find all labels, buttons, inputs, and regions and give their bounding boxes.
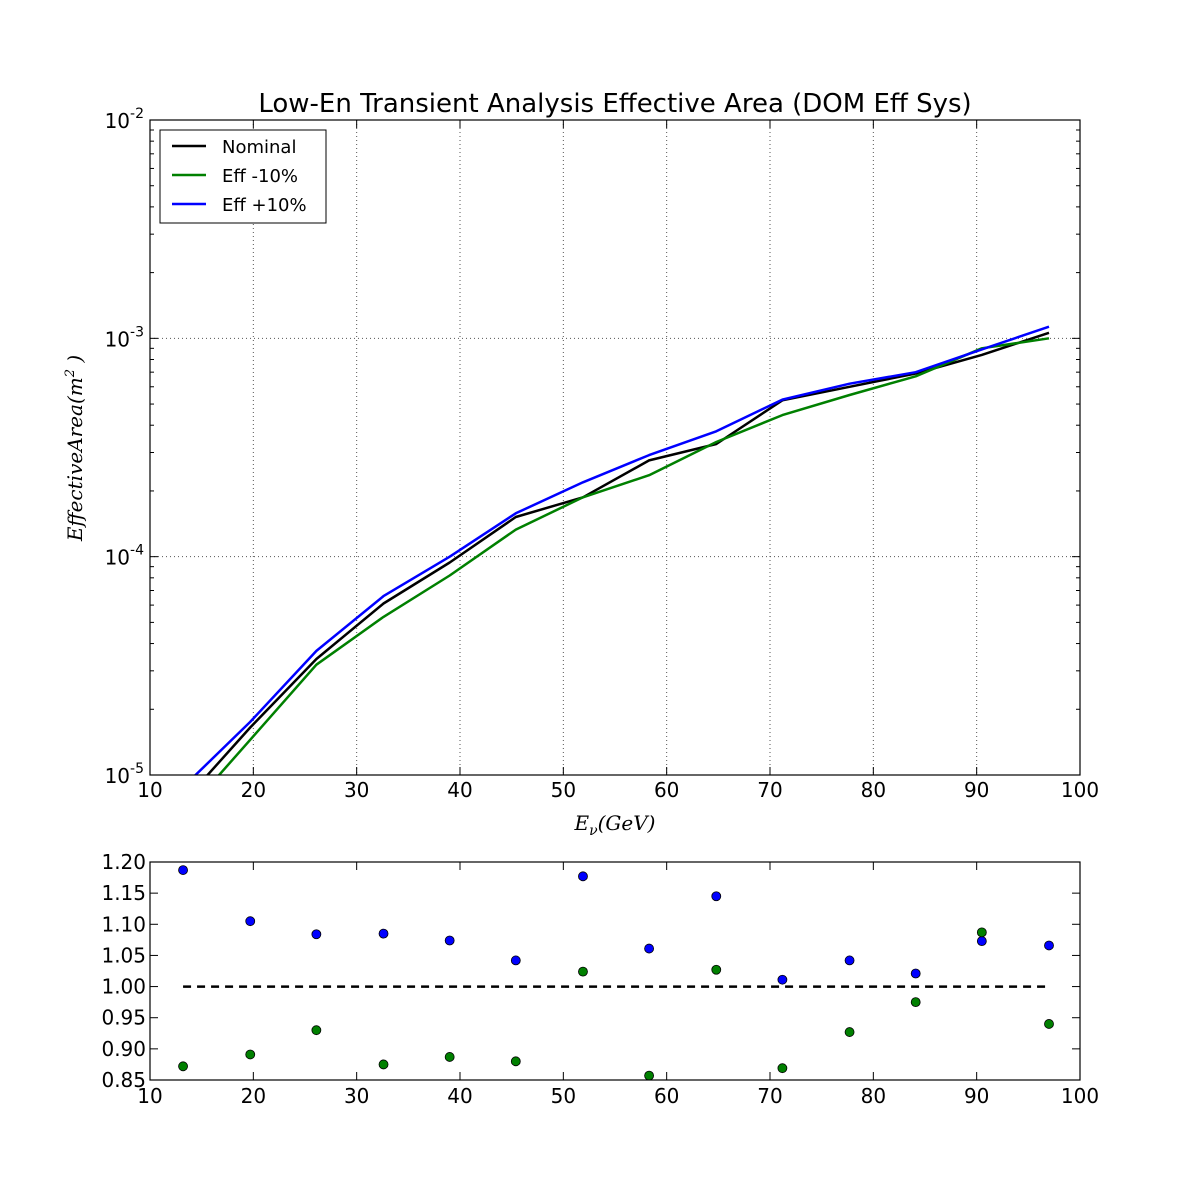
ratio-y-tick-label: 1.05 [101, 943, 146, 967]
ratio-point-series-0 [578, 871, 588, 882]
ratio-x-tick-label: 70 [757, 1084, 782, 1108]
y-axis-label: EffectiveArea(m2 ) [63, 355, 87, 542]
ratio-y-tick-label: 1.00 [101, 975, 146, 999]
ratio-point-series-1 [844, 1027, 855, 1037]
top-x-tick-label: 50 [551, 778, 576, 802]
x-axis-label: Eν(GeV) [574, 811, 656, 839]
ratio-y-tick-label: 0.85 [101, 1068, 146, 1092]
legend-label-nominal: Nominal [222, 137, 296, 158]
top-y-tick-label: 10-3 [105, 324, 144, 351]
ratio-point-series-0 [245, 916, 256, 927]
ratio-x-tick-label: 20 [241, 1084, 266, 1108]
ratio-y-tick-label: 0.95 [101, 1006, 146, 1030]
ratio-x-tick-label: 40 [447, 1084, 472, 1108]
top-x-tick-label: 90 [964, 778, 989, 802]
ratio-point-series-0 [311, 929, 322, 940]
legend-label-eff-plus: Eff +10% [222, 195, 307, 216]
ratio-point-series-1 [311, 1025, 322, 1036]
ratio-x-tick-label: 100 [1061, 1084, 1099, 1108]
series-line-1 [217, 337, 1050, 775]
ratio-point-series-0 [510, 955, 521, 966]
ratio-point-series-0 [711, 891, 722, 902]
legend-label-eff-minus: Eff -10% [222, 166, 298, 187]
top-x-tick-label: 20 [241, 778, 266, 802]
top-x-tick-label: 70 [757, 778, 782, 802]
ratio-point-series-0 [644, 943, 654, 954]
ratio-point-series-1 [644, 1070, 654, 1081]
ratio-point-series-0 [1044, 940, 1054, 951]
ratio-x-tick-label: 80 [861, 1084, 886, 1108]
ratio-point-series-0 [777, 974, 788, 985]
ratio-y-tick-label: 1.15 [101, 881, 146, 905]
ratio-x-tick-label: 10 [137, 1084, 162, 1108]
top-x-tick-label: 10 [137, 778, 162, 802]
ratio-point-series-0 [178, 865, 188, 875]
top-plot-frame [149, 119, 1081, 776]
top-gridlines [150, 120, 1080, 775]
top-x-tick-label: 60 [654, 778, 679, 802]
series-line-2 [193, 325, 1050, 775]
ratio-x-tick-label: 90 [964, 1084, 989, 1108]
chart-title: Low-En Transient Analysis Effective Area… [258, 89, 971, 119]
legend: Nominal Eff -10% Eff +10% [159, 129, 327, 224]
ratio-point-series-0 [444, 935, 455, 946]
ratio-point-series-0 [378, 928, 389, 939]
ratio-point-series-0 [976, 936, 987, 947]
top-series-group [193, 325, 1050, 775]
ratio-content [178, 865, 1054, 1081]
top-x-tick-label: 80 [861, 778, 886, 802]
ratio-point-series-1 [777, 1063, 788, 1074]
ratio-point-series-0 [844, 955, 855, 966]
ratio-y-tick-label: 0.90 [101, 1037, 146, 1061]
ratio-x-tick-label: 30 [344, 1084, 369, 1108]
ratio-point-series-1 [444, 1052, 455, 1062]
ratio-point-series-1 [711, 964, 722, 975]
ratio-point-series-1 [910, 997, 921, 1008]
top-y-tick-label: 10-5 [105, 761, 144, 788]
top-x-tick-label: 40 [447, 778, 472, 802]
ratio-point-series-1 [378, 1059, 389, 1070]
ratio-x-tick-label: 50 [551, 1084, 576, 1108]
top-x-tick-label: 30 [344, 778, 369, 802]
ratio-y-tick-label: 1.20 [101, 850, 146, 874]
ratio-y-tick-label: 1.10 [101, 912, 146, 936]
ratio-point-series-1 [245, 1049, 256, 1060]
ratio-plot-frame [149, 861, 1081, 1081]
ratio-point-series-1 [578, 966, 588, 977]
ratio-point-series-1 [1044, 1019, 1054, 1029]
top-y-tick-label: 10-2 [105, 106, 144, 133]
ratio-point-series-1 [178, 1061, 188, 1072]
top-ticks: 10 20 30 40 50 60 70 80 90 100 10-5 10-4 10-3 10-2 [105, 106, 1100, 802]
top-y-tick-label: 10-4 [105, 543, 145, 570]
top-x-tick-label: 100 [1061, 778, 1099, 802]
series-line-0 [205, 331, 1050, 775]
ratio-point-series-1 [510, 1056, 521, 1067]
ratio-x-tick-label: 60 [654, 1084, 679, 1108]
ratio-point-series-0 [910, 968, 921, 979]
ratio-ticks: 10 20 30 40 50 60 70 80 90 100 0.85 0.90 0.95 1.00 1.0… [101, 850, 1099, 1108]
ratio-point-series-1 [976, 927, 987, 938]
